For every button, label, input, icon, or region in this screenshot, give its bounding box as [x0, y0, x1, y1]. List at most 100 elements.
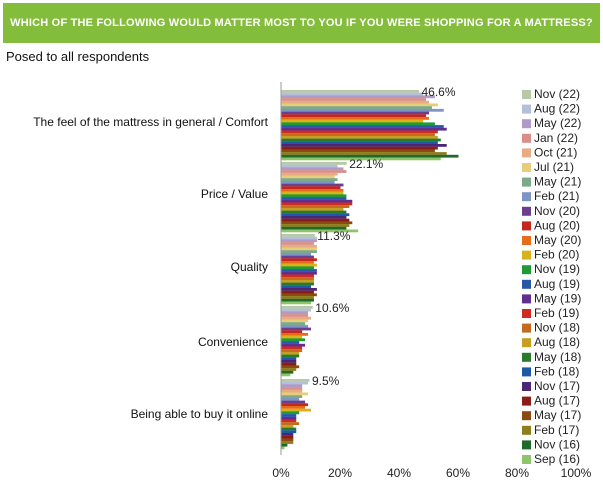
bar-4-nov-19: [281, 338, 306, 342]
bar-5-aug-17: [281, 435, 294, 439]
legend-label: May (21): [534, 175, 581, 189]
x-tick-label: 80%: [505, 466, 529, 480]
legend-label: Feb (20): [534, 248, 579, 262]
legend-label: Feb (21): [534, 189, 579, 203]
bar-3-jan-22: [281, 242, 314, 245]
bar-3-feb-18: [281, 285, 311, 289]
legend-label: Aug (20): [534, 218, 580, 232]
bar-2-jan-22: [281, 170, 347, 173]
bar-4-may-22: [281, 311, 309, 315]
bar-3-may-21: [281, 250, 317, 253]
legend-swatch: [522, 309, 531, 318]
bar-3-aug-20: [281, 258, 317, 262]
chart-title-banner: WHICH OF THE FOLLOWING WOULD MATTER MOST…: [3, 3, 600, 43]
category-label: Quality: [231, 260, 268, 274]
bar-1-may-20: [281, 117, 429, 120]
bar-3-nov-22: [281, 234, 315, 237]
bar-4-may-19: [281, 343, 306, 347]
legend-swatch: [522, 367, 531, 377]
legend-swatch: [522, 148, 531, 158]
bar-5-nov-22: [281, 379, 310, 382]
bar-5-oct-21: [281, 389, 303, 393]
bar-3-nov-17: [281, 288, 317, 291]
bar-4-nov-18: [281, 349, 303, 352]
bar-5-nov-18: [281, 422, 300, 425]
bar-1-nov-16: [281, 154, 459, 158]
bar-3-may-20: [281, 261, 314, 264]
bar-1-may-19: [281, 127, 447, 131]
bar-3-feb-20: [281, 263, 317, 267]
bar-4-may-18: [281, 354, 300, 358]
bar-3-may-17: [281, 293, 317, 297]
legend-swatch: [522, 440, 531, 450]
bar-2-nov-22: [281, 162, 347, 165]
bar-4-feb-20: [281, 335, 303, 339]
legend-label: Aug (17): [534, 394, 580, 408]
bar-3-feb-19: [281, 274, 314, 278]
bar-2-nov-19: [281, 194, 347, 198]
bar-2-aug-20: [281, 186, 341, 190]
bar-4-sep-16: [281, 373, 291, 377]
bar-5-may-20: [281, 406, 306, 409]
legend-swatch: [522, 133, 531, 143]
x-tick-label: 100%: [561, 466, 592, 480]
legend-label: Feb (17): [534, 423, 579, 437]
bar-5-feb-17: [281, 441, 294, 444]
x-tick-label: 0%: [272, 466, 290, 480]
bar-1-jul-21: [281, 103, 438, 107]
bar-1-feb-21: [281, 108, 444, 112]
bar-5-nov-20: [281, 400, 306, 404]
bar-1-nov-17: [281, 144, 447, 147]
bar-2-feb-19: [281, 202, 353, 206]
bar-4-aug-20: [281, 330, 303, 334]
bar-5-sep-16: [281, 446, 285, 450]
bar-1-aug-19: [281, 125, 444, 128]
bar-4-feb-17: [281, 368, 297, 371]
bar-4-feb-19: [281, 346, 303, 350]
bar-2-feb-18: [281, 213, 350, 217]
bar-1-nov-20: [281, 111, 429, 115]
bar-2-jul-21: [281, 175, 335, 179]
bar-2-may-18: [281, 210, 347, 214]
bar-2-feb-20: [281, 191, 344, 195]
legend-swatch: [522, 294, 531, 304]
data-label: 9.5%: [312, 374, 340, 388]
bar-4-may-21: [281, 322, 306, 325]
bar-3-aug-22: [281, 236, 317, 240]
bar-1-nov-22: [281, 90, 419, 93]
chart-title: WHICH OF THE FOLLOWING WOULD MATTER MOST…: [10, 17, 593, 29]
bar-1-nov-19: [281, 122, 435, 126]
bar-5-feb-20: [281, 408, 311, 412]
legend-swatch: [522, 163, 531, 172]
bar-2-oct-21: [281, 172, 338, 176]
bar-3-nov-20: [281, 255, 314, 259]
bar-5-nov-19: [281, 411, 300, 415]
bar-1-feb-17: [281, 152, 447, 155]
bar-3-sep-16: [281, 301, 311, 305]
bar-5-feb-18: [281, 430, 297, 434]
bar-5-may-22: [281, 384, 303, 388]
bar-4-jul-21: [281, 319, 309, 323]
legend-swatch: [522, 90, 531, 99]
bar-4-nov-16: [281, 370, 294, 374]
bar-3-aug-18: [281, 279, 314, 283]
bar-5-may-17: [281, 438, 294, 442]
bar-1-aug-18: [281, 135, 438, 139]
legend-label: Feb (18): [534, 364, 579, 378]
data-label: 11.3%: [317, 229, 350, 243]
legend-swatch: [522, 396, 531, 406]
bar-1-nov-18: [281, 133, 435, 136]
legend-swatch: [522, 455, 531, 464]
legend-label: May (19): [534, 291, 581, 305]
bar-1-may-17: [281, 149, 435, 153]
bar-4-jan-22: [281, 314, 309, 317]
bar-2-feb-21: [281, 180, 335, 184]
bar-1-aug-17: [281, 146, 438, 150]
category-label: Price / Value: [201, 187, 268, 201]
bar-5-feb-21: [281, 397, 300, 401]
bar-4-oct-21: [281, 316, 311, 320]
x-tick-label: 20%: [328, 466, 352, 480]
bar-5-aug-22: [281, 381, 309, 385]
bar-2-aug-22: [281, 164, 338, 168]
data-label: 10.6%: [315, 301, 349, 315]
